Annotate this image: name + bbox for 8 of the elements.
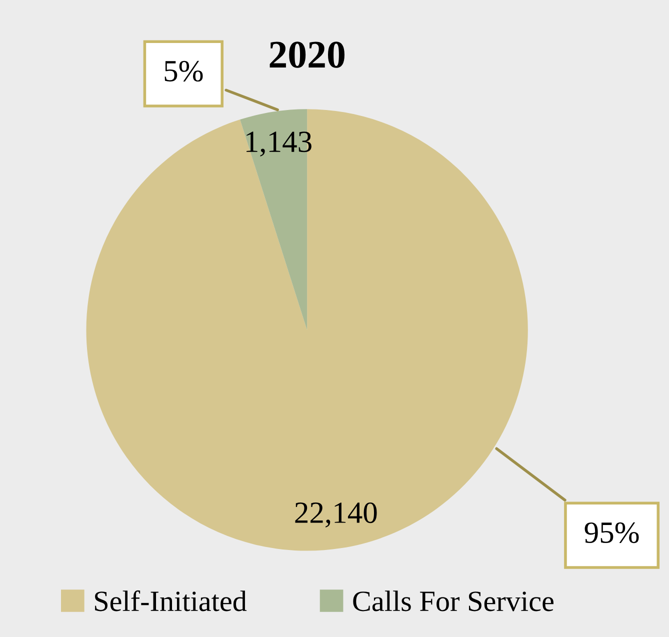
text: 5% (164, 60, 203, 82)
legend-label: Calls For Service (353, 590, 554, 612)
chart-title: 2020 (270, 42, 344, 68)
data-label: 1,143 (246, 132, 312, 157)
legend-label: Self-Initiated (95, 590, 247, 612)
text: 95% (584, 522, 639, 544)
pie-slice (86, 109, 528, 551)
data-label: 22,140 (295, 502, 377, 528)
